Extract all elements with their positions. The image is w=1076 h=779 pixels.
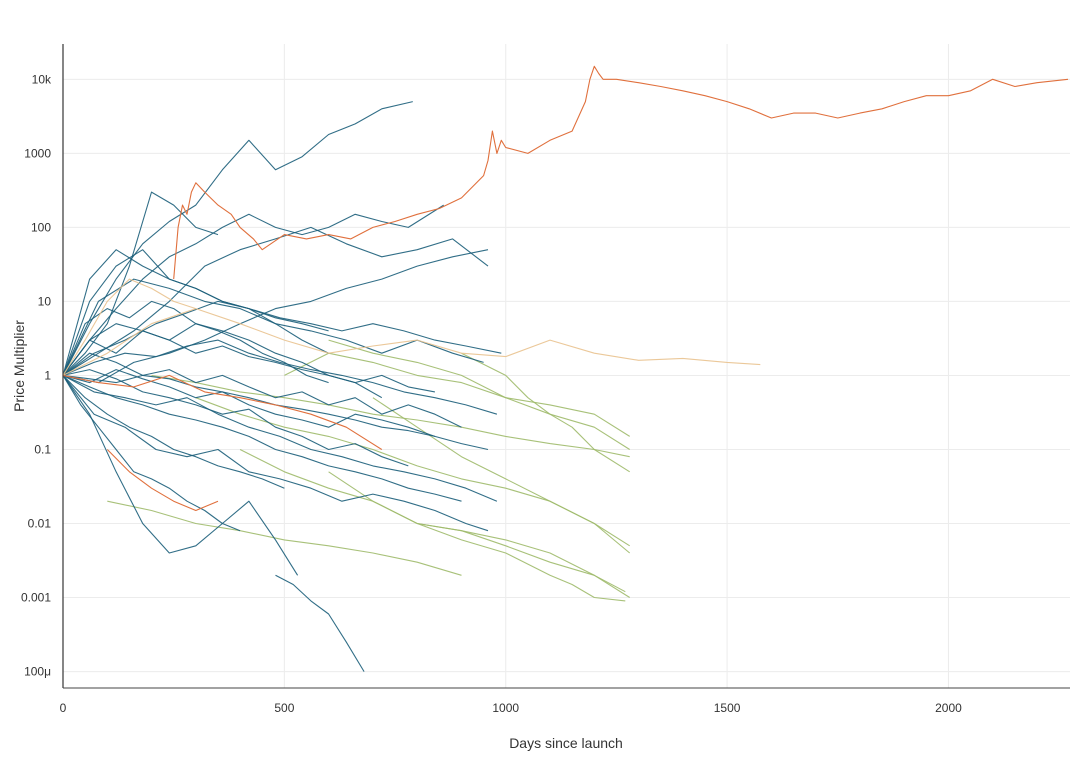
y-tick-label: 1000 — [24, 146, 51, 160]
series-line-teal — [62, 249, 489, 384]
series-line-light-orange — [62, 278, 196, 376]
series-line-teal — [275, 574, 365, 672]
y-tick-label: 0.01 — [28, 517, 52, 531]
series-line-teal — [62, 323, 436, 393]
x-tick-label: 1500 — [714, 701, 741, 715]
series-line-teal — [62, 375, 241, 532]
series-line-teal — [62, 101, 413, 376]
y-tick-label: 10 — [38, 294, 52, 308]
y-tick-label: 0.1 — [34, 442, 51, 456]
series-line-light-orange — [62, 308, 761, 376]
y-tick-label: 100 — [31, 220, 51, 234]
series-line-teal — [62, 375, 299, 576]
series-line-orange — [173, 65, 1069, 280]
series-line-teal — [62, 369, 436, 437]
x-tick-label: 2000 — [935, 701, 962, 715]
series-line-teal — [62, 374, 498, 502]
series-line-teal — [62, 375, 489, 532]
y-tick-label: 0.001 — [21, 591, 51, 605]
y-tick-label: 100μ — [24, 665, 51, 679]
y-tick-label: 10k — [32, 72, 52, 86]
series-lines — [62, 65, 1069, 672]
x-tick-label: 0 — [60, 701, 67, 715]
x-tick-label: 500 — [274, 701, 294, 715]
series-line-teal — [62, 191, 219, 376]
series-line-olive — [328, 471, 626, 602]
series-line-teal — [62, 249, 329, 376]
x-tick-labels: 0 500 1000 1500 2000 — [60, 701, 962, 715]
series-line-orange — [106, 449, 219, 512]
series-line-teal — [62, 375, 285, 489]
series-line-olive — [151, 374, 630, 458]
x-tick-label: 1000 — [492, 701, 519, 715]
series-line-teal — [62, 300, 329, 384]
series-line-teal — [62, 374, 462, 502]
series-line-olive — [107, 500, 462, 576]
series-line-teal — [62, 204, 444, 376]
grid — [63, 44, 1070, 688]
y-tick-label: 1 — [44, 368, 51, 382]
series-line-teal — [62, 352, 462, 428]
series-line-orange — [62, 374, 383, 450]
series-line-olive — [284, 352, 630, 437]
series-line-olive — [461, 352, 630, 473]
y-axis-title: Price Multiplier — [11, 320, 27, 412]
series-line-teal — [62, 339, 498, 415]
y-tick-labels: 100μ 0.001 0.01 0.1 1 10 100 1000 10k — [21, 72, 52, 678]
series-line-olive — [372, 397, 631, 554]
series-line-olive — [328, 339, 630, 450]
series-line-olive — [417, 522, 626, 593]
series-line-teal — [62, 249, 329, 376]
series-line-teal — [62, 226, 489, 376]
x-axis-title: Days since launch — [509, 735, 623, 751]
